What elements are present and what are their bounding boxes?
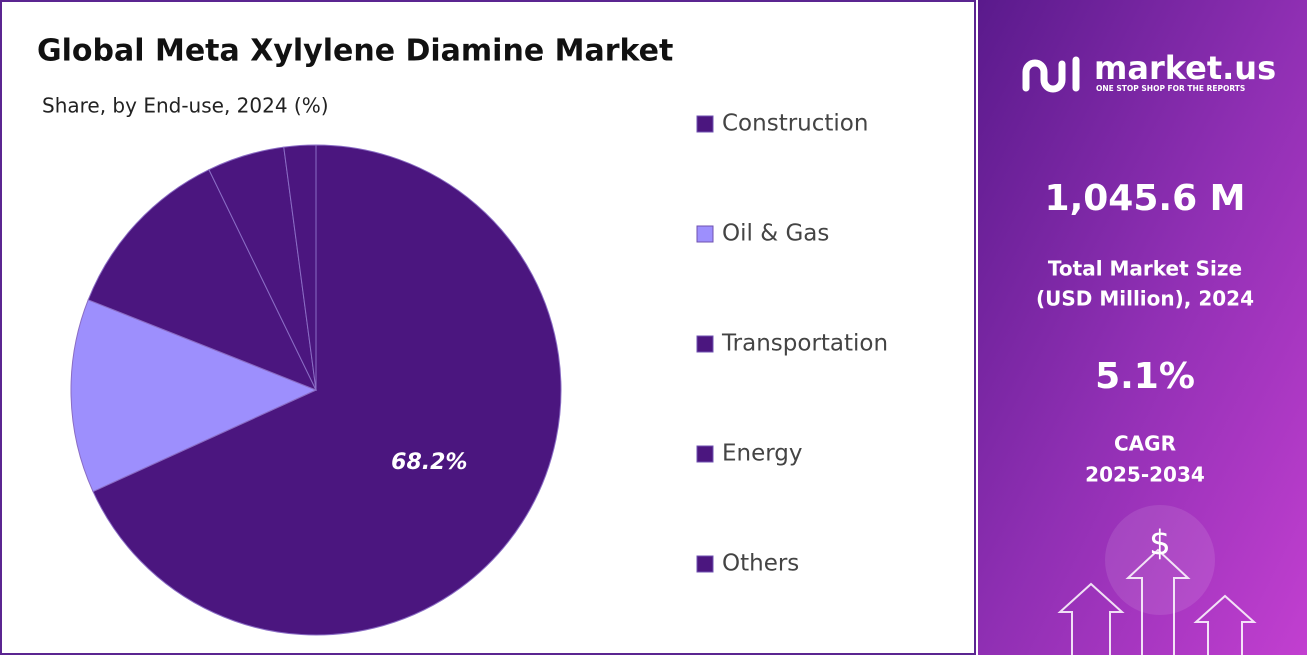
legend-swatch bbox=[696, 445, 714, 463]
arrows bbox=[1057, 548, 1257, 655]
legend-swatch bbox=[696, 225, 714, 243]
legend-label: Oil & Gas bbox=[722, 221, 829, 247]
arrow bbox=[1125, 548, 1191, 655]
chart-title: Global Meta Xylylene Diamine Market bbox=[37, 34, 673, 69]
pie-slice bbox=[87, 168, 318, 391]
tagline: ONE STOP SHOP FOR THE REPORTS bbox=[1096, 84, 1245, 93]
cagr-label: CAGR bbox=[1114, 432, 1176, 456]
data-label: 68.2% bbox=[391, 450, 467, 475]
dollar-icon: $ bbox=[1149, 524, 1171, 564]
legend-label: Energy bbox=[722, 441, 803, 467]
legend-label: Transportation bbox=[721, 331, 888, 357]
chart-subtitle: Share, by End-use, 2024 (%) bbox=[42, 94, 329, 118]
market-size-label: Total Market Size bbox=[1048, 257, 1242, 281]
legend-label: Others bbox=[722, 551, 799, 577]
legend-swatch bbox=[696, 555, 714, 573]
decor-circle bbox=[1105, 505, 1215, 615]
market-size-label: (USD Million), 2024 bbox=[1036, 287, 1254, 311]
sidebar-panel bbox=[978, 0, 1307, 655]
logo bbox=[1022, 56, 1080, 93]
logo-icon bbox=[1022, 59, 1066, 93]
pie-slice bbox=[283, 144, 317, 391]
cagr: 5.1% bbox=[1095, 356, 1195, 397]
legend-swatch bbox=[696, 335, 714, 353]
pie-slice bbox=[70, 299, 318, 493]
arrow bbox=[1057, 582, 1125, 655]
legend: Construction Oil & Gas Transportation Energ… bbox=[696, 111, 888, 577]
arrow bbox=[1193, 594, 1257, 655]
pie: 68.2% bbox=[70, 144, 562, 636]
legend-label: Construction bbox=[722, 111, 868, 137]
market-size: 1,045.6 M bbox=[1045, 178, 1246, 219]
cagr-label: 2025-2034 bbox=[1085, 463, 1205, 487]
brand: market.us bbox=[1094, 49, 1276, 87]
pie-slice bbox=[92, 144, 562, 636]
legend-swatch bbox=[696, 115, 714, 133]
